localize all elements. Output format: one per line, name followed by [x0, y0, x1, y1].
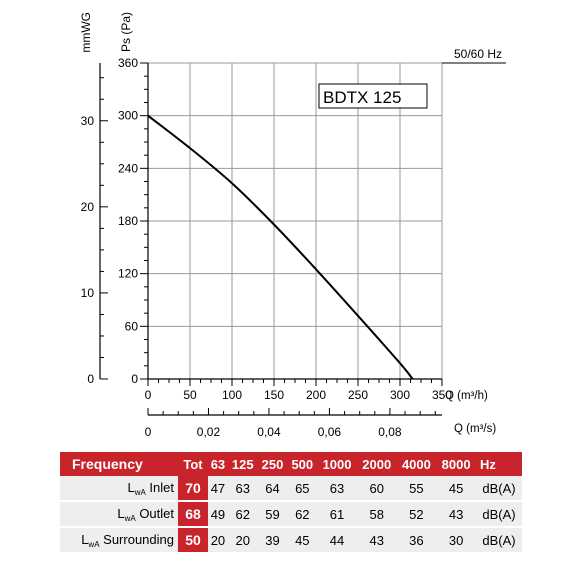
row-label-l: L — [117, 505, 125, 521]
x-tick-label-m3h: 350 — [432, 388, 452, 402]
band-header: 125 — [227, 452, 258, 476]
table-row: LwA Inlet 70 47 63 64 65 63 60 55 45 dB(… — [60, 476, 522, 501]
band-header: 4000 — [396, 452, 437, 476]
row-label-sub: wA — [124, 513, 136, 523]
unit-cell: dB(A) — [482, 480, 516, 496]
value-cell: 65 — [295, 480, 310, 496]
frequency-header: Frequency — [60, 452, 178, 476]
y-tick-label-pa: 0 — [131, 372, 138, 386]
y-tick-label-mmwg: 30 — [81, 114, 95, 128]
row-label-name: Inlet — [145, 479, 174, 495]
tot-header: Tot — [178, 452, 208, 476]
fan-curve-line — [147, 114, 414, 380]
value-cell: 45 — [287, 526, 318, 552]
x-tick-label-m3s: 0 — [145, 425, 152, 439]
row-label: LwA Surrounding — [60, 526, 178, 552]
band-header: 500 — [287, 452, 318, 476]
value-cell: 36 — [396, 526, 437, 552]
y-axis-title-mmwg: mmWG — [79, 12, 93, 53]
row-label: LwA Outlet — [60, 500, 178, 527]
value-cell: 55 — [409, 480, 424, 496]
tot-cell: 68 — [178, 500, 208, 527]
x-tick-label-m3s: 0,06 — [318, 425, 342, 439]
fan-curve-chart: 0 60 120 180 240 300 360 0 10 20 30 Ps (Pa) mmWG 0 50 1… — [79, 12, 506, 439]
x-tick-label-m3s: 0,02 — [197, 425, 221, 439]
row-label-sub: wA — [134, 487, 146, 497]
row-label-l: L — [81, 531, 89, 547]
y-tick-label-pa: 180 — [118, 214, 138, 228]
y-tick-label-mmwg: 0 — [87, 372, 94, 386]
unit-cell: dB(A) — [476, 500, 522, 527]
value-cell: 62 — [287, 500, 318, 527]
value-cell: 62 — [227, 500, 258, 527]
table-row: LwA Outlet 68 49 62 59 62 61 58 52 43 dB… — [60, 500, 522, 527]
y-axis-title-pa: Ps (Pa) — [119, 12, 133, 52]
tot-cell: 50 — [178, 526, 208, 552]
x-tick-label-m3h: 250 — [348, 388, 368, 402]
value-cell: 44 — [317, 526, 357, 552]
table-row: LwA Surrounding 50 20 20 39 45 44 43 36 … — [60, 526, 522, 552]
sound-power-table: Frequency Tot 63 125 250 500 1000 2000 4… — [60, 452, 522, 552]
band-header: 2000 — [356, 452, 397, 476]
value-cell: 39 — [257, 526, 288, 552]
x-tick-label-m3s: 0,08 — [378, 425, 402, 439]
x-axis-title-m3h: Q (m³/h) — [445, 390, 488, 402]
value-cell: 47 — [210, 480, 226, 496]
x-tick-label-m3h: 100 — [222, 388, 242, 402]
band-header: 1000 — [317, 452, 357, 476]
x-tick-label-m3h: 300 — [390, 388, 410, 402]
row-label-l: L — [127, 479, 135, 495]
y-tick-label-pa: 300 — [118, 109, 138, 123]
x-tick-label-m3h: 50 — [183, 388, 197, 402]
x-axis-title-m3s: Q (m³/s) — [454, 423, 496, 435]
band-header: 63 — [208, 452, 228, 476]
value-cell: 43 — [436, 500, 476, 527]
row-label-name: Surrounding — [99, 531, 174, 547]
value-cell: 45 — [448, 480, 464, 496]
value-cell: 43 — [356, 526, 397, 552]
model-label: BDTX 125 — [323, 88, 401, 107]
value-cell: 60 — [369, 480, 384, 496]
row-label-sub: wA — [88, 539, 100, 549]
y-tick-label-pa: 60 — [125, 319, 139, 333]
y-tick-label-pa: 360 — [118, 56, 138, 70]
x-tick-label-m3s: 0,04 — [257, 425, 281, 439]
value-cell: 30 — [436, 526, 476, 552]
value-cell: 58 — [356, 500, 397, 527]
y-tick-label-mmwg: 10 — [81, 286, 95, 300]
value-cell: 61 — [317, 500, 357, 527]
band-header: 8000 — [436, 452, 476, 476]
x-tick-label-m3h: 200 — [306, 388, 326, 402]
value-cell: 63 — [329, 480, 345, 496]
unit-cell: dB(A) — [476, 526, 522, 552]
value-cell: 59 — [257, 500, 288, 527]
value-cell: 63 — [235, 480, 250, 496]
row-label: LwA Inlet — [60, 476, 178, 501]
value-cell: 49 — [208, 500, 228, 527]
tot-cell: 70 — [178, 476, 208, 501]
unit-header: Hz — [476, 452, 522, 476]
x-tick-label-m3h: 150 — [264, 388, 284, 402]
band-header: 250 — [257, 452, 288, 476]
frequency-label: 50/60 Hz — [454, 47, 502, 61]
table-header-row: Frequency Tot 63 125 250 500 1000 2000 4… — [60, 452, 522, 476]
row-label-name: Outlet — [135, 505, 174, 521]
value-cell: 20 — [227, 526, 258, 552]
y-tick-label-mmwg: 20 — [81, 200, 95, 214]
y-tick-label-pa: 120 — [118, 267, 138, 281]
value-cell: 64 — [265, 480, 280, 496]
value-cell: 20 — [208, 526, 228, 552]
y-tick-label-pa: 240 — [118, 161, 138, 175]
model-label-box — [318, 83, 428, 109]
x-tick-label-m3h: 0 — [145, 388, 152, 402]
value-cell: 52 — [396, 500, 437, 527]
